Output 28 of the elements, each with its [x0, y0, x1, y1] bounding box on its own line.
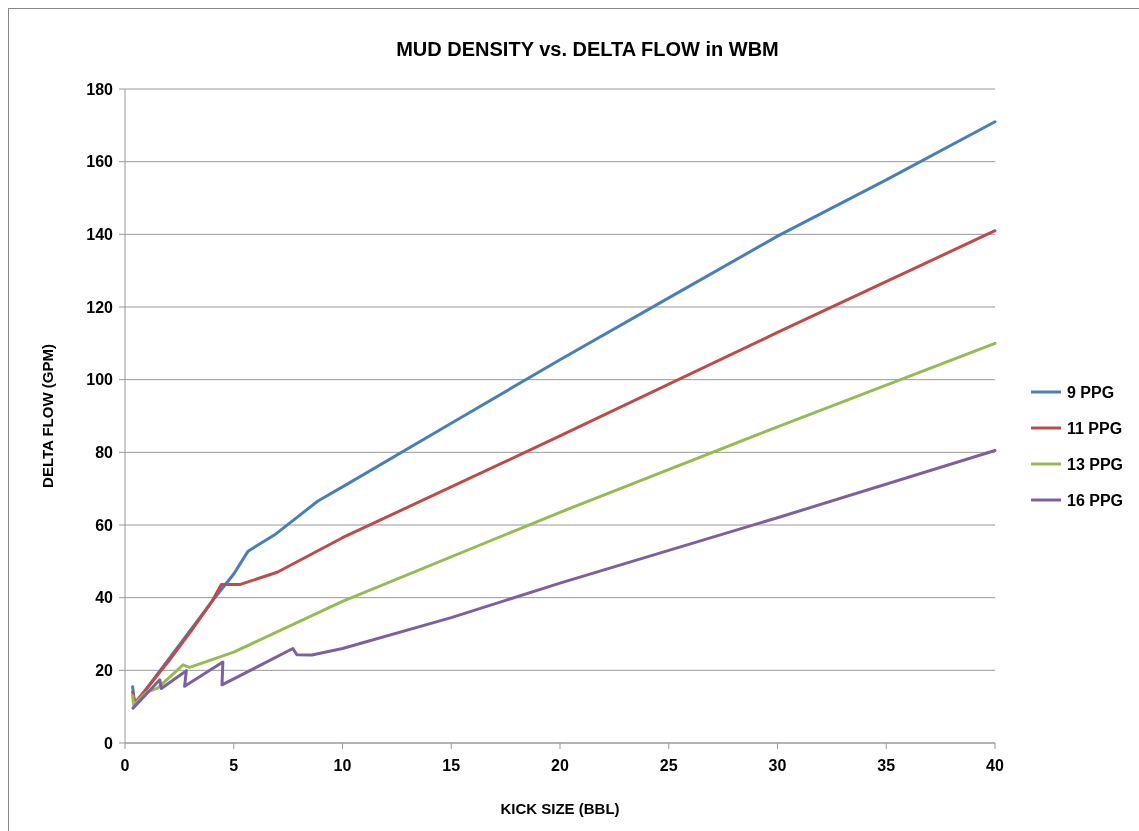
y-tick-label: 0 [104, 734, 114, 752]
y-tick-label: 120 [86, 298, 114, 316]
x-tick-label: 30 [768, 757, 787, 774]
y-tick-label: 180 [86, 80, 114, 98]
y-tick-label: 80 [95, 443, 114, 461]
legend-label: 13 PPG [1067, 455, 1124, 473]
y-tick-label: 40 [95, 589, 114, 607]
x-tick-label: 10 [333, 757, 352, 774]
y-tick-label: 160 [86, 153, 114, 171]
line-series [131, 341, 997, 707]
y-tick-label: 20 [95, 661, 114, 679]
legend-label: 9 PPG [1067, 383, 1115, 401]
line-series [131, 449, 997, 710]
x-tick-label: 35 [877, 757, 896, 774]
legend-label: 16 PPG [1067, 491, 1124, 509]
legend-label: 11 PPG [1067, 419, 1123, 437]
x-tick-label: 5 [229, 757, 239, 774]
x-tick-label: 0 [120, 757, 130, 774]
y-tick-label: 140 [86, 225, 114, 243]
x-tick-label: 40 [986, 757, 1004, 774]
x-axis-title: KICK SIZE (BBL) [500, 800, 620, 817]
y-tick-label: 100 [86, 371, 114, 389]
x-tick-label: 20 [551, 757, 569, 774]
y-tick-label: 60 [95, 516, 114, 534]
x-tick-label: 15 [442, 757, 461, 774]
chart-title: MUD DENSITY vs. DELTA FLOW in WBM [396, 38, 779, 60]
x-tick-label: 25 [659, 757, 678, 774]
y-axis-title: DELTA FLOW (GPM) [39, 344, 56, 488]
